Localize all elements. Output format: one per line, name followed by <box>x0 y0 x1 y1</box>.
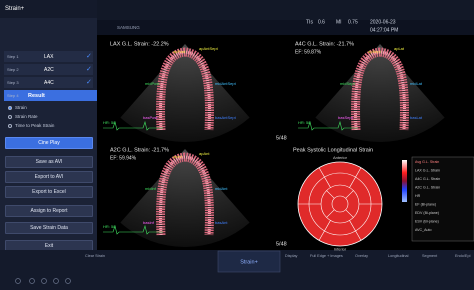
segment-label: basLat <box>410 115 423 120</box>
segment-label: basAntSept <box>215 115 237 120</box>
legend-row: EDV (Bi-plane) <box>415 211 439 215</box>
bottom-tab[interactable]: Longitudinal <box>388 254 409 258</box>
ultrasound-sector <box>120 44 249 142</box>
legend-row: AVC_Auto <box>415 228 432 232</box>
bullseye-inferior: Inferior <box>334 247 347 252</box>
bottom-tab[interactable]: Full Edge + Images <box>310 254 343 258</box>
bottom-tab[interactable]: Segment <box>422 254 438 258</box>
view-strain-label: LAX G.L. Strain: -22.2% <box>110 41 169 47</box>
tis-value: 0.6 <box>318 19 325 25</box>
view-strain-label: A4C G.L. Strain: -21.7% <box>295 41 354 47</box>
segment-label: midLat <box>410 81 423 86</box>
segment-label: midSept <box>340 81 356 86</box>
segment-label: midAnt <box>215 186 228 191</box>
segment-label: apSept <box>368 49 382 54</box>
bullseye-title: Peak Systolic Longitudinal Strain <box>293 147 373 153</box>
segment-label: basAnt <box>215 220 228 225</box>
tis-label: TIs <box>306 19 313 25</box>
imaging-area: SAMSUNG TIs 0.6 MI 0.75 2020-06-23 04:27… <box>0 0 474 290</box>
segment-label: apAnt <box>199 151 210 156</box>
bottom-tab[interactable]: Display <box>285 254 298 258</box>
brand: SAMSUNG <box>117 25 140 30</box>
ef-label: EF: 59.94% <box>110 155 137 161</box>
frame-counter: 5/48 <box>276 241 287 247</box>
bottom-tab[interactable]: Overlay <box>355 254 368 258</box>
segment-label: midInf <box>145 186 157 191</box>
legend-row: Avg G.L. Strain <box>415 160 439 164</box>
mi-label: MI <box>336 19 342 25</box>
legend-row: LAX G.L. Strain <box>415 168 440 172</box>
segment-label: apInf <box>173 154 183 159</box>
segment-label: apAntSept <box>199 46 219 51</box>
color-bar <box>402 160 407 202</box>
active-tab-label[interactable]: Strain+ <box>240 259 258 265</box>
bullseye-anterior: Anterior <box>333 155 348 160</box>
segment-label: basInf <box>143 220 155 225</box>
segment-label: basPost <box>143 115 158 120</box>
bottom-tab[interactable]: Endo/Epi <box>455 254 471 258</box>
bottom-tab[interactable]: Clear Strain <box>85 254 105 258</box>
legend-row: A2C G.L. Strain <box>415 185 440 189</box>
legend-row: EF (Bi-plane) <box>415 202 436 206</box>
segment-label: midAntSept <box>215 81 237 86</box>
segment-label: apLat <box>394 46 405 51</box>
time: 04:27:04 PM <box>370 27 398 33</box>
segment-label: midPost <box>145 81 160 86</box>
strain-screen: {"sidebar": {"title": "Strain+", "steps"… <box>0 0 474 290</box>
ultrasound-sector <box>315 44 444 142</box>
date: 2020-06-23 <box>370 19 396 25</box>
mi-value: 0.75 <box>348 19 358 25</box>
ef-label: EF: 59.87% <box>295 49 322 55</box>
segment-label: basSept <box>338 115 354 120</box>
view-strain-label: A2C G.L. Strain: -21.7% <box>110 147 169 153</box>
frame-counter: 5/48 <box>276 135 287 141</box>
legend-row: ESV (Bi-plane) <box>415 219 439 223</box>
legend-row: HR <box>415 194 421 198</box>
legend-row: A4C G.L. Strain <box>415 177 440 181</box>
segment-label: apPost <box>173 49 186 54</box>
